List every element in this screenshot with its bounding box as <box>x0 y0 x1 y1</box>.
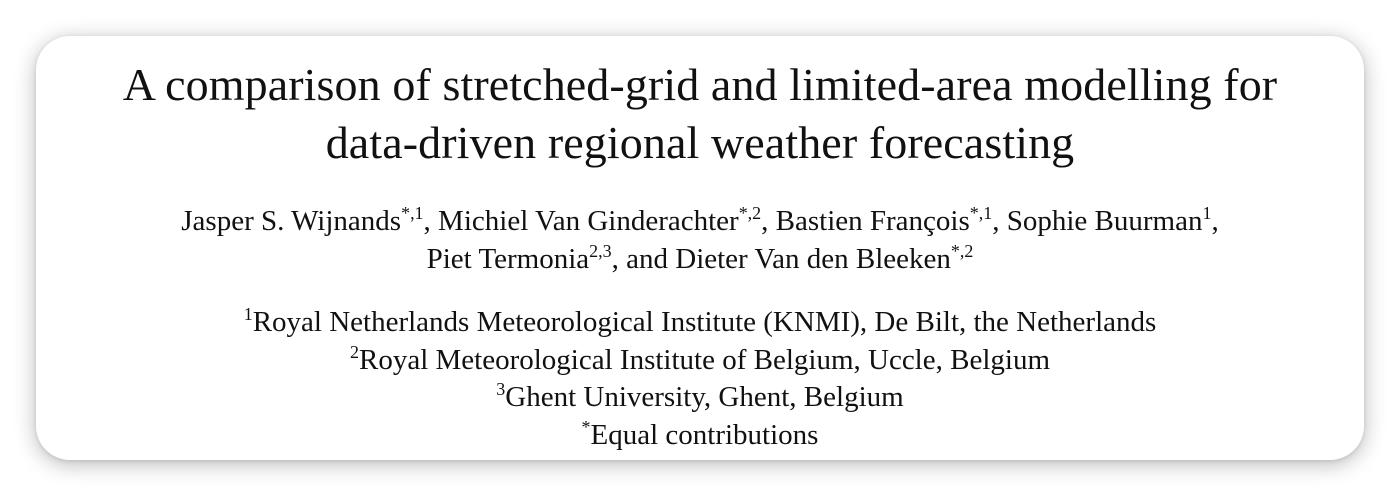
affiliation-text: Royal Netherlands Meteorological Institu… <box>252 306 1157 338</box>
paper-header-card: A comparison of stretched-grid and limit… <box>36 36 1364 460</box>
title-line-2: data-driven regional weather forecasting <box>325 117 1075 168</box>
author-affiliation-marks: *,1 <box>401 202 424 223</box>
affiliation-list: 1Royal Netherlands Meteorological Instit… <box>36 304 1364 454</box>
affiliation-text: Royal Meteorological Institute of Belgiu… <box>358 343 1050 376</box>
affiliation-mark: 3 <box>496 378 506 399</box>
author-affiliation-marks: *,1 <box>969 202 993 223</box>
affiliation-mark: 1 <box>243 303 253 324</box>
author-name: Dieter Van den Bleeken <box>675 243 951 275</box>
author-separator: , and <box>611 243 676 275</box>
author-name: Sophie Buurman <box>1006 205 1203 237</box>
author-separator: , <box>992 205 1007 237</box>
author-name: Michiel Van Ginderachter <box>438 205 739 237</box>
author-separator: , <box>1211 205 1219 237</box>
author-line-2: Piet Termonia2,3, and Dieter Van den Ble… <box>36 240 1364 278</box>
affiliation-item: 1Royal Netherlands Meteorological Instit… <box>36 304 1364 342</box>
author-line-1: Jasper S. Wijnands*,1, Michiel Van Ginde… <box>36 202 1364 240</box>
author-name: Bastien François <box>775 205 970 237</box>
author-name: Jasper S. Wijnands <box>181 205 402 237</box>
author-name: Piet Termonia <box>426 243 590 275</box>
affiliation-text: Equal contributions <box>590 418 819 451</box>
affiliation-item: 3Ghent University, Ghent, Belgium <box>36 379 1364 417</box>
affiliation-item: 2Royal Meteorological Institute of Belgi… <box>36 342 1364 380</box>
affiliation-mark: * <box>581 416 591 437</box>
author-affiliation-marks: *,2 <box>950 240 974 261</box>
affiliation-item: *Equal contributions <box>36 417 1364 455</box>
affiliation-mark: 2 <box>350 341 359 362</box>
paper-title: A comparison of stretched-grid and limit… <box>36 56 1364 172</box>
affiliation-text: Ghent University, Ghent, Belgium <box>505 381 904 413</box>
author-separator: , <box>423 205 439 237</box>
author-affiliation-marks: 1 <box>1202 202 1212 223</box>
author-affiliation-marks: 2,3 <box>589 240 612 261</box>
author-affiliation-marks: *,2 <box>738 202 762 223</box>
title-line-1: A comparison of stretched-grid and limit… <box>122 59 1278 110</box>
author-list: Jasper S. Wijnands*,1, Michiel Van Ginde… <box>36 202 1364 278</box>
author-separator: , <box>761 205 776 237</box>
